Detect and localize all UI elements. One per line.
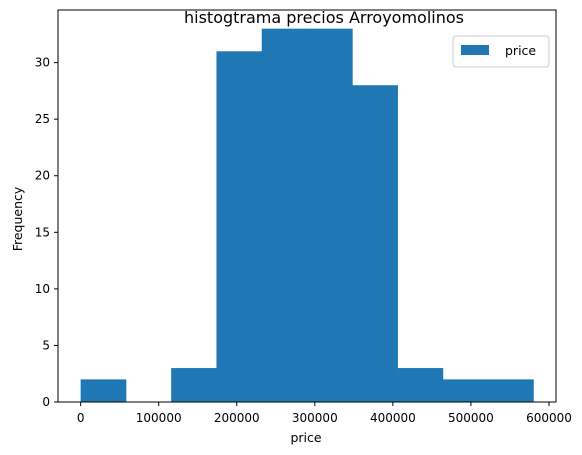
y-tick-label-6: 30	[35, 56, 50, 70]
x-tick-label-1: 100000	[136, 411, 182, 425]
plot-frame	[57, 9, 557, 403]
y-tick-label-2: 10	[35, 282, 50, 296]
legend-swatch-price	[461, 45, 489, 55]
chart-title: histogtrama precios Arroyomolinos	[184, 8, 464, 27]
histogram-bar-0	[80, 379, 127, 402]
x-tick-label-3: 300000	[292, 411, 338, 425]
histogram-bar-8	[442, 379, 489, 402]
y-axis-ticks: 0 5 10 15 20 25 30	[35, 56, 58, 409]
histogram-bars	[80, 28, 534, 402]
x-tick-label-4: 400000	[370, 411, 416, 425]
legend-box	[452, 35, 550, 68]
x-tick-label-5: 500000	[448, 411, 494, 425]
histogram-bar-3	[216, 51, 263, 402]
histogram-bar-4	[261, 28, 308, 402]
x-tick-label-0: 0	[77, 411, 85, 425]
x-axis-ticks: 0 100000 200000 300000 400000 500000 600000	[77, 402, 572, 425]
y-axis-label: Frequency	[10, 186, 25, 251]
legend: price	[452, 35, 550, 68]
histogram-bar-9	[488, 379, 534, 402]
histogram-bar-2	[171, 368, 217, 402]
y-tick-label-4: 20	[35, 169, 50, 183]
x-axis-label: price	[290, 430, 321, 445]
legend-label-price: price	[505, 43, 536, 58]
histogram-bar-6	[352, 85, 398, 402]
x-tick-label-2: 200000	[214, 411, 260, 425]
y-tick-label-3: 15	[35, 225, 50, 239]
x-tick-label-6: 600000	[526, 411, 572, 425]
y-tick-label-1: 5	[42, 338, 50, 352]
y-tick-label-0: 0	[42, 395, 50, 409]
histogram-bar-5	[307, 28, 353, 402]
histogram-bar-7	[397, 368, 444, 402]
y-tick-label-5: 25	[35, 112, 50, 126]
